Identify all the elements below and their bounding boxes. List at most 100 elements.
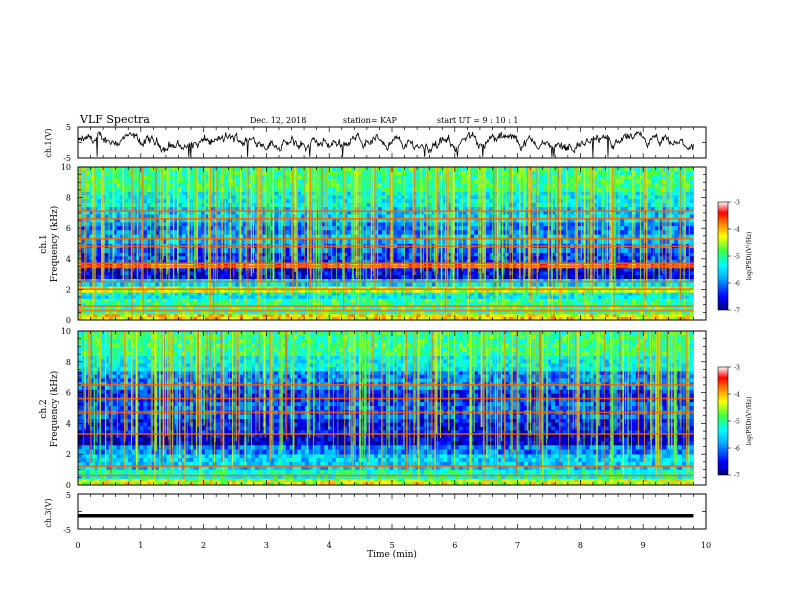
spectrogram-cell — [601, 296, 605, 299]
spectrogram-cell — [532, 306, 536, 310]
spectrogram-cell — [474, 299, 478, 303]
spectrogram-cell — [617, 292, 621, 295]
spectrogram-cell — [409, 214, 413, 218]
spectrogram-cell — [470, 253, 474, 257]
spectrogram-cell — [405, 253, 409, 257]
spectrogram-cell — [347, 275, 351, 279]
spectrogram-cell — [401, 226, 405, 230]
spectrogram-cell — [420, 306, 424, 310]
spectrogram-cell — [620, 226, 624, 230]
spectrogram-cell — [513, 314, 517, 317]
spectrogram-cell — [651, 226, 655, 230]
spectrogram-cell — [513, 253, 517, 257]
spectrogram-cell — [667, 239, 671, 244]
spectrogram-cell — [320, 292, 324, 295]
spectrogram-cell — [247, 306, 251, 310]
spectrogram-cell — [274, 275, 278, 279]
spectrogram-cell — [593, 314, 597, 317]
spectrogram-cell — [493, 306, 497, 310]
spectrogram-cell — [428, 275, 432, 279]
spectrogram-cell — [636, 214, 640, 218]
spectrogram-cell — [116, 314, 120, 317]
spectrogram-cell — [301, 268, 305, 272]
spectrogram-cell — [628, 296, 632, 299]
spectrogram-cell — [386, 296, 390, 299]
spectrogram-cell — [409, 230, 413, 234]
spectrogram-cell — [540, 226, 544, 230]
spectrogram-cell — [667, 253, 671, 257]
spectrogram-cell — [401, 253, 405, 257]
spectrogram-cell — [424, 314, 428, 317]
spectrogram-cell — [613, 306, 617, 310]
spectrogram-cell — [586, 314, 590, 317]
spectrogram-cell — [428, 306, 432, 310]
spectrogram-cell — [505, 314, 509, 317]
spectrogram-cell — [209, 314, 213, 317]
spectrogram-cell — [647, 256, 651, 260]
spectrogram-cell — [651, 306, 655, 310]
spectrogram-cell — [393, 222, 397, 226]
spectrogram-cell — [378, 226, 382, 230]
spectrogram-cell — [347, 296, 351, 299]
spectrogram-cell — [305, 268, 309, 272]
spectrogram-cell — [190, 272, 194, 276]
spectrogram-cell — [563, 253, 567, 257]
spectrogram-cell — [667, 272, 671, 276]
spectrogram-cell — [393, 314, 397, 317]
spectrogram-cell — [174, 292, 178, 295]
spectrogram-cell — [667, 268, 671, 272]
spectrogram-cell — [232, 296, 236, 299]
spectrogram-cell — [647, 226, 651, 230]
spectrogram-cell — [224, 272, 228, 276]
spectrogram-cell — [397, 214, 401, 218]
spectrogram-cell — [224, 268, 228, 272]
spectrogram-cell — [305, 272, 309, 276]
spectrogram-cell — [224, 296, 228, 299]
spectrogram-cell — [90, 314, 94, 317]
spectrogram-cell — [667, 214, 671, 218]
spectrogram-cell — [109, 275, 113, 279]
spectrogram-cell — [220, 296, 224, 299]
spectrogram-cell — [163, 275, 167, 279]
spectrogram-cell — [416, 256, 420, 260]
spectrogram-cell — [113, 314, 117, 317]
spectrogram-cell — [378, 253, 382, 257]
spectrogram-cell — [686, 314, 690, 317]
spectrogram-cell — [651, 268, 655, 272]
spectrogram-cell — [366, 292, 370, 295]
spectrogram-cell — [513, 292, 517, 295]
spectrogram-cell — [259, 314, 263, 317]
spectrogram-cell — [628, 275, 632, 279]
spectrogram-cell — [517, 296, 521, 299]
spectrogram-cell — [470, 226, 474, 230]
spectrogram-cell — [143, 314, 147, 317]
spectrogram-cell — [636, 296, 640, 299]
spectrogram-cell — [628, 292, 632, 295]
spectrogram-cell — [432, 306, 436, 310]
spectrogram-cell — [613, 314, 617, 317]
spectrogram-cell — [351, 314, 355, 317]
spectrogram-cell — [517, 283, 521, 287]
spectrogram-cell — [674, 275, 678, 279]
spectrogram-cell — [555, 314, 559, 317]
spectrogram-cell — [378, 248, 382, 253]
spectrogram-cell — [324, 292, 328, 295]
spectrogram-cell — [90, 239, 94, 244]
spectrogram-cell — [486, 292, 490, 295]
spectrogram-cell — [563, 296, 567, 299]
spectrogram-cell — [328, 299, 332, 303]
spectrogram-cell — [490, 207, 494, 211]
spectrogram-cell — [416, 296, 420, 299]
spectrogram-cell — [459, 296, 463, 299]
spectrogram-cell — [636, 253, 640, 257]
spectrogram-cell — [120, 306, 124, 310]
ch1-waveform-trace — [78, 132, 693, 157]
spectrogram-cell — [193, 296, 197, 299]
spectrogram-cell — [397, 283, 401, 287]
spectrogram-cell — [124, 306, 128, 310]
spectrogram-cell — [224, 306, 228, 310]
spectrogram-cell — [224, 283, 228, 287]
spectrogram-cell — [182, 248, 186, 253]
spectrogram-cell — [305, 299, 309, 303]
spectrogram-cell — [182, 292, 186, 295]
